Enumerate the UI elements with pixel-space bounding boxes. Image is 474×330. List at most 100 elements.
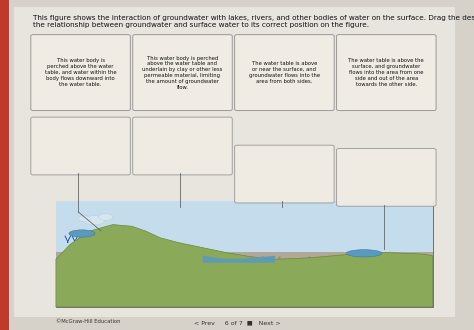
Point [322,282,330,288]
Point [236,279,243,284]
Point [278,273,285,278]
Point [162,258,169,263]
Point [281,276,288,281]
Point [272,289,279,294]
Point [412,271,420,277]
Point [198,293,206,298]
Point [103,297,111,302]
Point [422,288,430,293]
Point [300,281,307,286]
Point [99,254,106,259]
Point [157,296,164,301]
Point [321,286,329,291]
Point [227,292,234,298]
Point [142,273,150,278]
Text: The water table is above
or near the surface, and
groundwater flows into the
are: The water table is above or near the sur… [249,61,320,84]
Point [295,277,302,282]
Point [169,284,177,289]
Point [379,284,386,290]
Point [239,273,246,279]
Point [223,260,230,266]
Point [114,271,122,276]
Point [388,273,395,279]
Point [71,290,79,295]
Point [77,260,85,265]
Point [74,274,82,280]
Point [315,283,322,289]
Point [64,276,71,281]
Point [201,292,209,297]
Point [377,300,384,305]
Point [351,295,358,300]
Point [241,257,249,263]
Point [227,289,234,294]
Point [381,271,388,276]
Point [419,264,427,269]
Point [68,275,75,280]
Point [302,261,310,266]
Point [417,287,425,292]
Point [147,291,155,296]
Point [203,300,210,305]
Point [138,293,146,299]
Point [399,268,407,274]
Point [143,266,151,271]
Point [116,293,124,299]
Point [200,303,207,308]
Point [396,264,404,270]
Point [162,277,170,282]
Point [419,302,426,307]
Point [186,271,193,276]
Point [65,263,73,268]
Point [386,259,394,264]
Point [342,295,349,300]
Point [258,301,265,307]
Point [149,254,156,259]
Bar [56,201,433,259]
Point [289,282,296,288]
Point [367,290,375,295]
FancyBboxPatch shape [133,35,232,111]
Bar [0,0,9,330]
Point [155,279,162,284]
Point [409,262,417,267]
Polygon shape [56,225,433,307]
Point [327,267,335,273]
Point [291,288,298,293]
Point [135,274,143,280]
Point [303,257,311,262]
Point [355,263,363,268]
Point [145,275,152,280]
Point [93,260,100,265]
Point [319,296,327,301]
Ellipse shape [79,216,90,222]
Point [203,279,211,284]
Point [165,254,173,259]
Point [275,254,283,259]
Point [131,274,138,279]
Point [80,264,88,269]
Point [392,299,400,304]
Point [252,266,259,272]
Point [374,270,381,275]
Point [191,291,198,297]
Point [106,266,113,272]
Point [141,283,149,288]
Point [276,299,284,304]
Point [347,287,355,292]
Point [385,292,393,297]
Point [78,272,86,278]
FancyBboxPatch shape [337,148,436,206]
Point [81,282,89,287]
Point [360,266,367,272]
Point [193,294,201,299]
Point [319,289,326,295]
Point [142,270,150,276]
Point [250,302,257,308]
Ellipse shape [346,250,382,257]
Point [259,254,266,260]
Point [295,277,302,282]
Point [338,280,346,285]
Point [310,293,318,298]
Point [57,286,65,291]
